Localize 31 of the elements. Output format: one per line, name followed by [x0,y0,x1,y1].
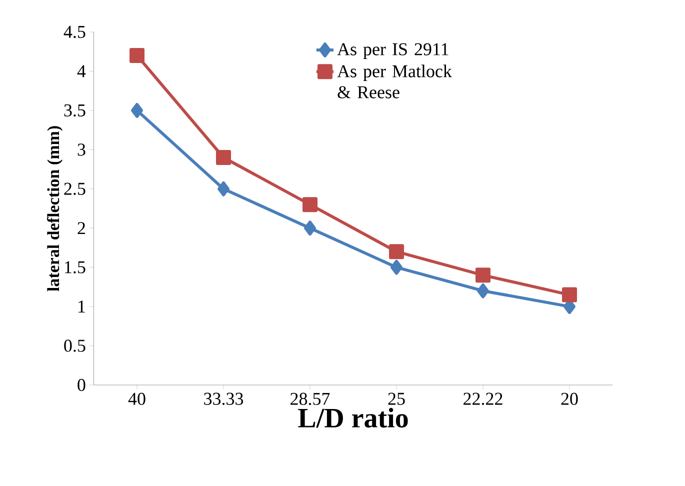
point [562,287,577,302]
point [131,102,144,118]
y-tick-label: 4 [77,65,86,78]
x-tick-label: 40 [128,392,146,405]
point [476,268,490,283]
x-axis-title: L/D ratio [298,408,408,428]
x-tick-label: 22.22 [464,392,502,405]
point [304,220,316,236]
y-tick-label: 0.5 [64,340,86,352]
y-tick-label: 3.5 [64,104,86,117]
x-tick-label: 28.57 [290,392,330,406]
point [477,283,489,298]
point [216,150,232,165]
point [389,244,404,260]
y-tick-label: 0 [78,378,86,392]
point [302,197,318,212]
y-axis-title: lateral deflection (mm) [47,126,63,292]
point [130,48,145,64]
x-tick-label: 20 [561,392,578,405]
y-tick-label: 3 [78,144,86,156]
point [218,181,230,196]
legend-label: As per IS 2911 [337,43,448,59]
y-tick-label: 1.5 [65,261,86,274]
y-tick-label: 1 [78,300,85,312]
y-tick-label: 4.5 [64,26,86,38]
point [390,260,402,275]
x-tick-label: 25 [388,392,405,405]
y-tick-label: 2.5 [64,182,86,195]
x-tick-label: 33.33 [204,392,244,405]
y-tick-label: 2 [78,222,85,234]
legend-label: As per Matlock & Reese [337,64,452,98]
